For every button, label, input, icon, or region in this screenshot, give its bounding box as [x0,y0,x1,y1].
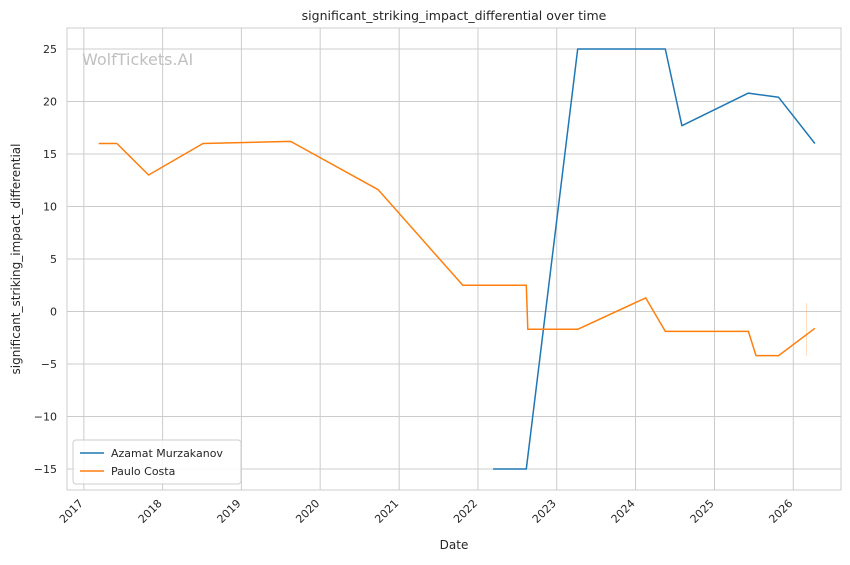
x-tick-label: 2019 [215,497,244,526]
y-axis-label: significant_striking_impact_differential [9,144,23,375]
legend-box [72,439,242,485]
y-tick-label: −5 [41,358,57,371]
x-tick-label: 2024 [609,497,638,526]
series-lines [98,48,816,470]
x-tick-label: 2018 [136,497,165,526]
x-tick-label: 2020 [293,497,322,526]
y-tick-label: −10 [34,411,57,424]
y-axis-ticks: −15 −10 −5 0 5 10 15 20 25 [34,43,57,476]
x-axis-label: Date [440,538,469,552]
y-tick-label: 5 [50,253,57,266]
y-tick-label: 25 [43,43,57,56]
legend-label-paulo-costa: Paulo Costa [111,465,175,478]
series-line-paulo-costa [98,140,816,357]
x-tick-label: 2025 [688,497,717,526]
x-axis-ticks: 2017 2018 2019 2020 2021 2022 2023 2024 2025 2026 [57,497,795,526]
x-tick-label: 2021 [372,497,401,526]
y-tick-label: 10 [43,201,57,214]
chart-title: significant_striking_impact_differential… [302,8,607,23]
x-tick-label: 2022 [451,497,480,526]
watermark: WolfTickets.AI [82,50,193,69]
x-tick-label: 2026 [766,497,795,526]
legend: Azamat Murzakanov Paulo Costa [72,439,242,485]
y-tick-label: 0 [50,306,57,319]
x-tick-label: 2017 [57,497,86,526]
legend-label-azamat-murzakanov: Azamat Murzakanov [111,447,223,460]
y-tick-label: −15 [34,463,57,476]
y-tick-label: 15 [43,148,57,161]
y-tick-label: 20 [43,96,57,109]
grid-lines [67,28,841,490]
x-tick-label: 2023 [530,497,559,526]
